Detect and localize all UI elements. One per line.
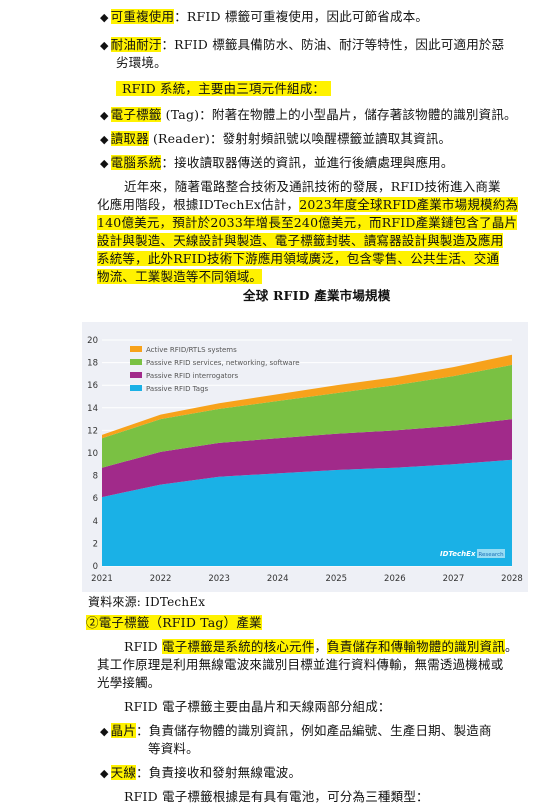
diamond-bullet-icon: ◆ bbox=[100, 157, 109, 170]
paragraph-line: 140億美元，預計於2033年增長至240億美元，而RFID產業鏈包含了晶片 bbox=[97, 215, 518, 230]
legend-label: Passive RFID interrogators bbox=[146, 372, 239, 380]
chart-title: 全球 RFID 產業市場規模 bbox=[243, 288, 391, 303]
paragraph-line: RFID 電子標籤根據是有具有電池，可分為三種類型： bbox=[124, 789, 429, 804]
y-tick-label: 4 bbox=[93, 517, 98, 527]
y-tick-label: 2 bbox=[93, 539, 98, 549]
source-note: 資料來源: IDTechEx bbox=[88, 595, 206, 609]
x-tick-label: 2024 bbox=[267, 574, 289, 584]
diamond-bullet-icon: ◆ bbox=[100, 109, 109, 122]
diamond-bullet-icon: ◆ bbox=[100, 39, 109, 52]
paragraph-line: RFID 電子標籤是系統的核心元件，負責儲存和傳輸物體的識別資訊。 bbox=[124, 639, 518, 654]
x-tick-label: 2023 bbox=[208, 574, 230, 584]
y-tick-label: 18 bbox=[87, 359, 98, 369]
legend-label: Passive RFID Tags bbox=[146, 385, 209, 393]
diamond-bullet-icon: ◆ bbox=[100, 767, 109, 780]
market-size-chart: 0 2 4 6 8 10 12 14 16 18 20 2021 2022 2023 2024 2025 202… bbox=[69, 322, 528, 592]
legend-label: Passive RFID services, networking, softw… bbox=[146, 359, 300, 367]
rfid-system-heading: RFID 系統，主要由三項元件組成： bbox=[116, 80, 332, 98]
bullet-line-reader: ◆ 讀取器 (Reader)：發射射頻訊號以喚醒標籤並讀取其資訊。 bbox=[100, 131, 452, 146]
bullet-line-chip: ◆ 晶片：負責儲存物體的識別資訊，例如產品編號、生產日期、製造商 bbox=[100, 723, 492, 738]
text-line: 劣環境。 bbox=[116, 55, 167, 70]
x-tick-label: 2022 bbox=[150, 574, 172, 584]
x-tick-label: 2026 bbox=[384, 574, 406, 584]
bullet-line-oil-resistant: ◆ 耐油耐汙：RFID 標籤具備防水、防油、耐汙等特性，因此可適用於惡 bbox=[100, 37, 505, 52]
x-tick-label: 2021 bbox=[91, 574, 113, 584]
legend-swatch bbox=[130, 385, 142, 391]
idtechex-watermark: IDTechEx bbox=[440, 550, 476, 558]
x-tick-label: 2025 bbox=[325, 574, 347, 584]
y-tick-label: 16 bbox=[87, 381, 98, 391]
y-tick-label: 8 bbox=[93, 472, 98, 482]
bullet-line-antenna: ◆ 天線：負責接收和發射無線電波。 bbox=[100, 765, 302, 780]
area-series-2 bbox=[102, 364, 512, 468]
legend-swatch bbox=[130, 372, 142, 378]
legend-swatch bbox=[130, 346, 142, 352]
paragraph-line: 設計與製造、天線設計與製造、電子標籤封裝、讀寫器設計與製造及應用 bbox=[97, 233, 504, 248]
y-tick-label: 12 bbox=[87, 426, 98, 436]
paragraph-line: 系統等，此外RFID技術下游應用領域廣泛，包含零售、公共生活、交通 bbox=[97, 251, 500, 266]
diamond-bullet-icon: ◆ bbox=[100, 133, 109, 146]
paragraph-line: 化應用階段，根據IDTechEx估計，2023年度全球RFID產業市場規模約為 bbox=[97, 197, 519, 212]
x-tick-label: 2028 bbox=[501, 574, 523, 584]
text-line: 等資料。 bbox=[148, 741, 199, 756]
paragraph-line: 物流、工業製造等不同領域。 bbox=[97, 269, 263, 284]
paragraph-line: RFID 電子標籤主要由晶片和天線兩部分組成： bbox=[124, 699, 391, 714]
chart-svg: 0 2 4 6 8 10 12 14 16 18 20 2021 2022 2023 2024 2025 202… bbox=[69, 336, 523, 584]
area-series-1 bbox=[102, 419, 512, 498]
bullet-line-tag: ◆ 電子標籤 (Tag)：附著在物體上的小型晶片，儲存著該物體的識別資訊。 bbox=[100, 107, 517, 122]
paragraph-line: 光學接觸。 bbox=[97, 675, 161, 690]
paragraph-line: 其工作原理是利用無線電波來識別目標並進行資料傳輸，無需透過機械或 bbox=[97, 657, 504, 672]
y-tick-label: 14 bbox=[87, 404, 98, 414]
research-badge-label: Research bbox=[478, 552, 504, 558]
y-tick-label: 0 bbox=[93, 562, 98, 572]
legend-swatch bbox=[130, 359, 142, 365]
y-tick-label: 20 bbox=[87, 336, 98, 346]
paragraph-line: 近年來，隨著電路整合技術及通訊技術的發展，RFID技術進入商業 bbox=[124, 179, 501, 194]
legend-label: Active RFID/RTLS systems bbox=[146, 346, 237, 354]
research-badge bbox=[477, 549, 505, 558]
diamond-bullet-icon: ◆ bbox=[100, 11, 109, 24]
bullet-line-reusable: ◆ 可重複使用：RFID 標籤可重複使用，因此可節省成本。 bbox=[100, 9, 429, 24]
y-tick-label: 10 bbox=[87, 449, 98, 459]
area-series-3 bbox=[102, 354, 512, 439]
section-heading: ②電子標籤（RFID Tag）產業 bbox=[86, 615, 262, 630]
area-series-0 bbox=[102, 459, 512, 566]
diamond-bullet-icon: ◆ bbox=[100, 725, 109, 738]
bullet-line-computer: ◆ 電腦系統：接收讀取器傳送的資訊，並進行後續處理與應用。 bbox=[100, 155, 454, 170]
x-tick-label: 2027 bbox=[443, 574, 465, 584]
y-tick-label: 6 bbox=[93, 494, 98, 504]
